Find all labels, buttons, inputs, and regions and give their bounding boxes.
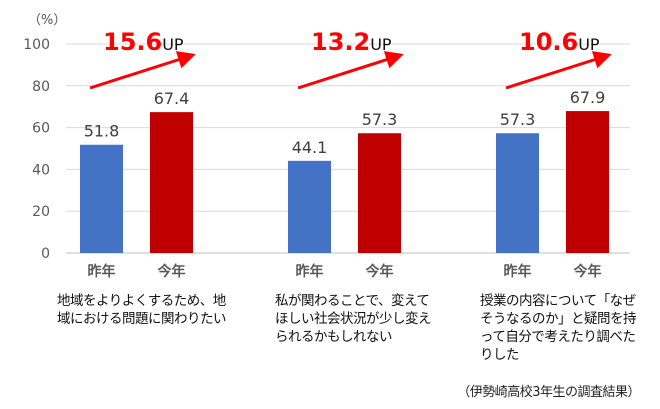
- data-label: 44.1: [292, 138, 328, 157]
- increase-suffix: UP: [370, 35, 392, 54]
- group-3-description: 授業の内容について「なぜそうなるのか」と疑問を持って自分で考えたり調べたりした: [480, 293, 637, 363]
- increase-arrow: [89, 51, 196, 90]
- y-tick-label: 0: [41, 246, 50, 262]
- category-label: 今年: [573, 263, 602, 280]
- group-1-description: 地域をよりよくするため、地域における問題に関わりたい: [57, 293, 227, 327]
- y-tick-label: 60: [32, 121, 50, 137]
- category-label: 今年: [157, 263, 186, 280]
- category-label: 昨年: [504, 263, 532, 280]
- bar-this-year: [566, 111, 609, 254]
- source-note: （伊勢崎高校3年生の調査結果）: [457, 385, 640, 400]
- data-label: 51.8: [84, 122, 120, 141]
- y-tick-label: 40: [32, 162, 50, 178]
- increase-value: 15.6: [103, 28, 162, 56]
- y-tick-label: 80: [32, 79, 50, 95]
- y-tick-label: 20: [32, 204, 50, 220]
- category-label: 昨年: [88, 263, 116, 280]
- y-axis-label: （%）: [28, 13, 66, 28]
- increase-suffix: UP: [578, 35, 600, 54]
- bar-this-year: [358, 133, 401, 253]
- y-tick-label: 100: [23, 37, 50, 53]
- group-2-description: 私が関わることで、変えてほしい社会状況が少し変えられるかもしれない: [275, 293, 432, 345]
- category-label: 昨年: [296, 263, 324, 280]
- increase-annotation: 15.6UP: [103, 28, 184, 56]
- data-label: 67.9: [570, 88, 606, 107]
- increase-annotation: 13.2UP: [311, 28, 392, 56]
- increase-value: 10.6: [519, 28, 578, 56]
- bar-this-year: [150, 112, 193, 253]
- bar-last-year: [80, 144, 123, 253]
- data-label: 57.3: [500, 110, 536, 129]
- bar-last-year: [288, 160, 331, 253]
- increase-arrow: [297, 51, 404, 90]
- increase-suffix: UP: [162, 35, 184, 54]
- category-label: 今年: [365, 263, 394, 280]
- data-label: 67.4: [154, 89, 190, 108]
- increase-arrow: [505, 51, 612, 90]
- data-label: 57.3: [362, 110, 398, 129]
- increase-value: 13.2: [311, 28, 370, 56]
- bar-last-year: [496, 133, 539, 253]
- increase-annotation: 10.6UP: [519, 28, 600, 56]
